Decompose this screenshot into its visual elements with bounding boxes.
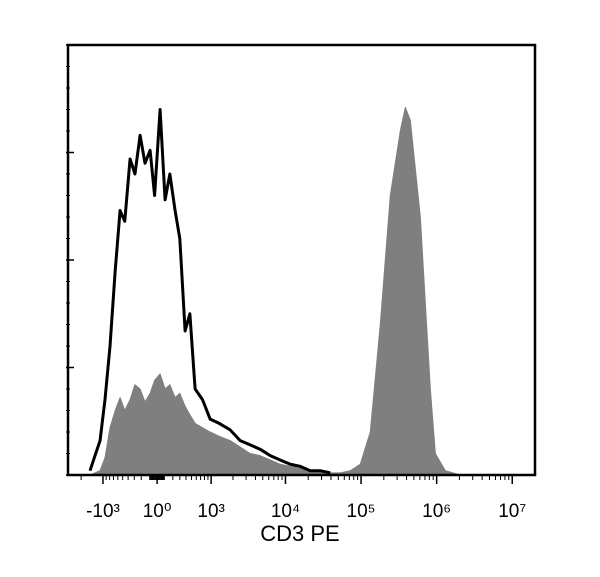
x-tick-label: 10⁶ [422, 501, 451, 522]
histogram-line [88, 108, 331, 475]
x-tick-label: 10³ [197, 501, 224, 522]
x-tick-label: 10⁴ [271, 501, 300, 522]
x-tick-label: 10⁵ [347, 501, 376, 522]
x-tick-label: -10³ [86, 501, 120, 522]
x-tick-label: 10⁷ [498, 501, 526, 522]
histogram-area [89, 106, 461, 476]
x-axis-label: CD3 PE [260, 521, 339, 546]
x-tick-label: 10⁰ [143, 501, 172, 522]
